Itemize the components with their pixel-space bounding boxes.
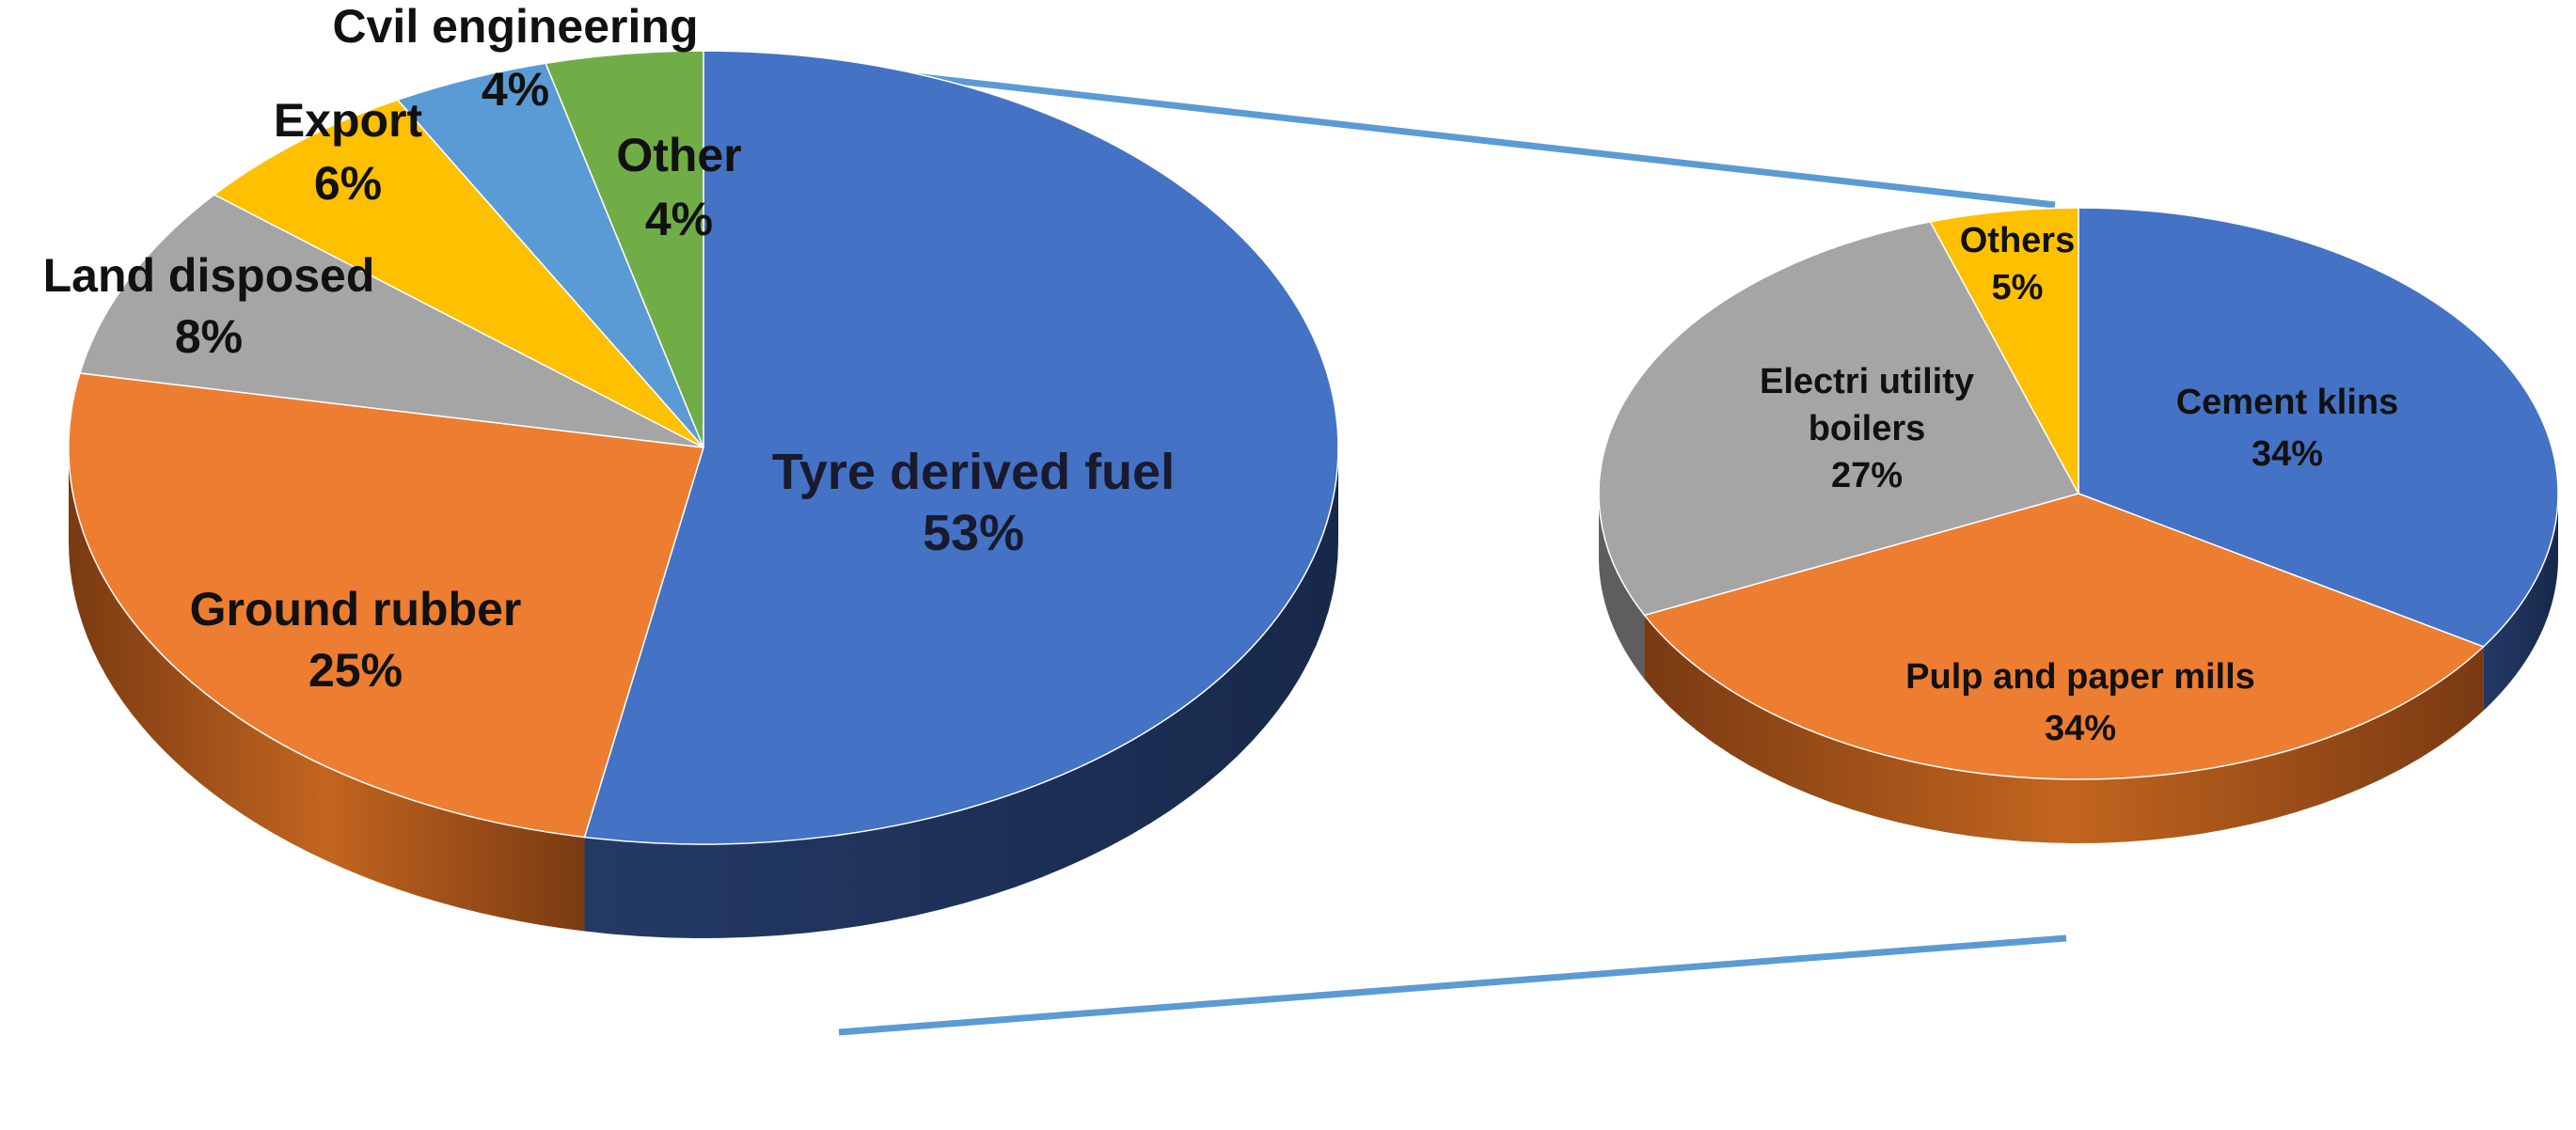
sub-slice-electri-utility-boilers — [1598, 221, 2080, 617]
sub-slice-cement-klins — [2078, 207, 2559, 648]
breakdown-pie — [1598, 207, 2559, 843]
sub-label-cement-klins-percent: 34% — [2252, 434, 2323, 474]
connector-line-bottom — [838, 934, 2067, 1036]
main-label-ground-rubber-name: Ground rubber — [190, 583, 522, 636]
sub-label-pulp-and-paper-mills-name: Pulp and paper mills — [1905, 657, 2255, 697]
sub-label-pulp-and-paper-mills-percent: 34% — [2045, 709, 2116, 748]
sub-side-pulp-and-paper-mills — [1644, 615, 2484, 843]
sub-label-electri-utility-boilers-percent: 27% — [1831, 456, 1903, 495]
main-label-land-disposed-name: Land disposed — [43, 249, 375, 302]
main-label-tyre-derived-fuel-percent: 53% — [923, 505, 1024, 561]
main-slice-tyre-derived-fuel — [583, 50, 1339, 845]
connector-line-top — [838, 64, 2056, 209]
sub-slice-others — [1929, 207, 2079, 494]
main-label-cvil-engineering-percent: 4% — [482, 63, 549, 116]
main-label-cvil-engineering-name: Cvil engineering — [333, 0, 699, 53]
main-slice-land-disposed — [78, 194, 704, 448]
sub-side-electri-utility-boilers — [1599, 494, 1645, 680]
sub-label-electri-utility-boilers-name: Electri utility — [1760, 362, 1974, 401]
main-label-export-percent: 6% — [314, 157, 382, 210]
main-label-other-name: Other — [616, 129, 741, 181]
connector-lines — [838, 64, 2067, 1036]
main-side-ground-rubber — [69, 447, 585, 932]
main-label-tyre-derived-fuel-name: Tyre derived fuel — [772, 444, 1175, 500]
sub-label-cement-klins-name: Cement klins — [2176, 383, 2399, 422]
main-slice-export — [213, 99, 704, 448]
main-label-ground-rubber-percent: 25% — [308, 644, 403, 697]
sub-side-cement-klins — [2483, 494, 2558, 711]
main-slice-other — [545, 50, 704, 448]
sub-label-electri-utility-boilers-name: boilers — [1809, 409, 1926, 448]
sub-slice-pulp-and-paper-mills — [1643, 493, 2486, 780]
sub-label-others-percent: 5% — [1992, 268, 2044, 307]
main-label-land-disposed-percent: 8% — [175, 310, 243, 363]
main-pie — [68, 50, 1339, 938]
main-side-tyre-derived-fuel — [584, 447, 1338, 938]
main-label-export-name: Export — [274, 94, 423, 147]
sub-label-others-name: Others — [1960, 221, 2075, 260]
main-label-other-percent: 4% — [645, 193, 713, 245]
main-slice-ground-rubber — [68, 372, 704, 839]
